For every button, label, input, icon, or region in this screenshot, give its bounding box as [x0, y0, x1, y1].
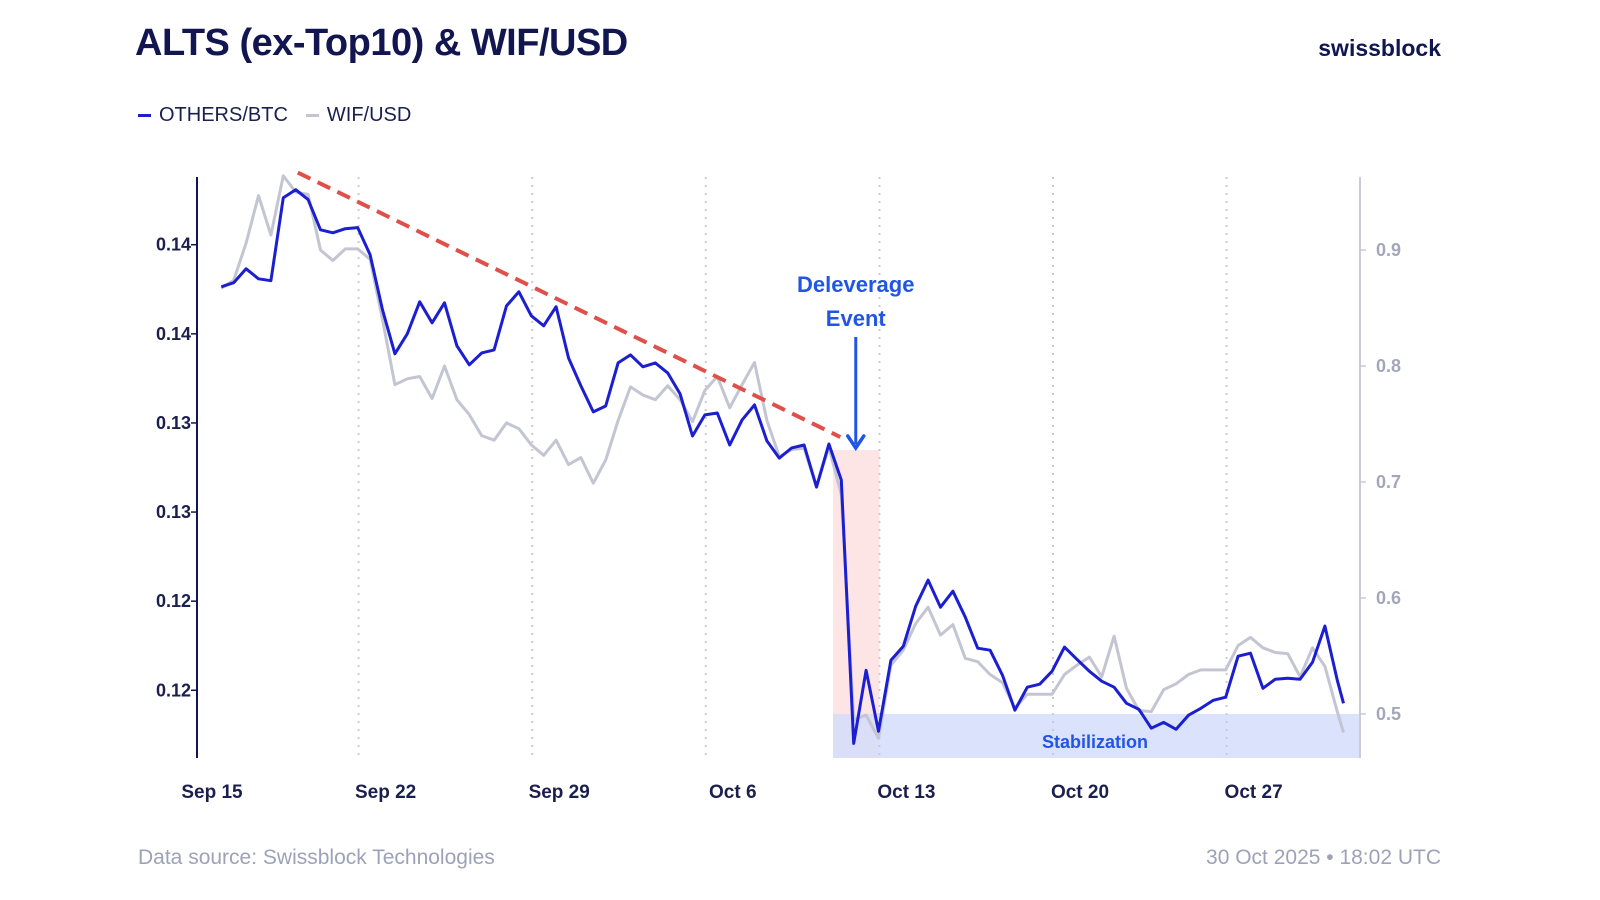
left-tick-label: 0.13: [156, 413, 191, 433]
arrow-down-icon: [846, 434, 866, 452]
x-tick-label: Sep 15: [181, 782, 243, 803]
legend-item-wif-usd[interactable]: WIF/USD: [305, 104, 412, 127]
legend-label-wif-usd: WIF/USD: [326, 104, 412, 126]
right-tick-label: 0.9: [1376, 240, 1401, 260]
series-line-others-btc: [220, 188, 1345, 745]
legend: OTHERS/BTC WIF/USD: [138, 104, 411, 127]
chart-title: ALTS (ex-Top10) & WIF/USD: [135, 22, 628, 64]
stabilization-band: [833, 713, 1360, 758]
left-tick-label: 0.12: [156, 591, 191, 611]
legend-item-others-btc[interactable]: OTHERS/BTC: [138, 104, 288, 127]
left-tick-label: 0.13: [156, 502, 191, 522]
trendline: [296, 170, 842, 439]
legend-label-others-btc: OTHERS/BTC: [159, 104, 288, 126]
x-tick-label: Oct 13: [877, 782, 935, 803]
right-tick-label: 0.6: [1376, 588, 1401, 608]
data-source: Data source: Swissblock Technologies: [138, 846, 495, 869]
legend-swatch-wif-usd: [305, 114, 319, 117]
deleverage-label: Deleverage: [797, 272, 914, 297]
stabilization-label: Stabilization: [1042, 732, 1148, 752]
left-tick-label: 0.14: [156, 324, 191, 344]
left-tick-label: 0.12: [156, 680, 191, 700]
x-tick-label: Oct 20: [1051, 782, 1109, 803]
timestamp: 30 Oct 2025 • 18:02 UTC: [1206, 846, 1441, 869]
x-tick-label: Sep 29: [529, 782, 590, 803]
left-tick-label: 0.14: [156, 235, 191, 255]
right-tick-label: 0.5: [1376, 704, 1401, 724]
right-tick-label: 0.8: [1376, 356, 1401, 376]
swissblock-logo: swissblock: [1318, 35, 1441, 61]
legend-swatch-others-btc: [138, 114, 151, 117]
x-tick-label: Sep 22: [355, 782, 416, 803]
deleverage-label: Event: [826, 306, 887, 331]
x-tick-label: Oct 6: [709, 782, 757, 803]
x-tick-label: Oct 27: [1225, 782, 1283, 803]
right-tick-label: 0.7: [1376, 472, 1401, 492]
